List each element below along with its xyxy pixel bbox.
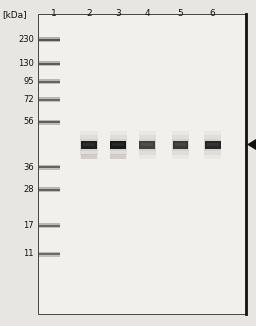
Text: 95: 95 — [24, 77, 34, 86]
Bar — [38, 14, 246, 314]
Bar — [39, 40, 60, 42]
Bar — [80, 130, 98, 158]
Text: 2: 2 — [86, 9, 92, 18]
Bar — [80, 139, 98, 151]
Bar — [204, 139, 221, 151]
Bar — [204, 130, 221, 158]
Bar — [39, 64, 60, 66]
Polygon shape — [247, 137, 256, 153]
Bar — [39, 190, 60, 192]
Bar — [81, 141, 97, 149]
Bar — [39, 79, 60, 81]
Bar — [110, 130, 127, 158]
Bar — [39, 226, 60, 228]
Text: 6: 6 — [210, 9, 216, 18]
Text: 17: 17 — [23, 221, 34, 230]
Bar — [39, 223, 60, 225]
Bar — [110, 135, 127, 155]
Bar — [39, 63, 60, 65]
Bar — [39, 123, 60, 125]
Text: 36: 36 — [23, 162, 34, 171]
Bar — [39, 97, 60, 99]
Bar — [39, 188, 60, 190]
Bar — [39, 251, 60, 254]
Bar — [39, 121, 60, 123]
Bar — [175, 143, 186, 146]
Text: 11: 11 — [24, 249, 34, 259]
Text: 1: 1 — [51, 9, 57, 18]
Bar — [39, 168, 60, 170]
Bar — [204, 135, 221, 155]
Bar — [39, 38, 60, 40]
Bar — [39, 82, 60, 84]
Bar — [39, 166, 60, 168]
Bar — [173, 141, 188, 149]
Text: 3: 3 — [115, 9, 121, 18]
Bar — [172, 139, 189, 151]
Bar — [138, 130, 156, 158]
Bar — [83, 143, 95, 146]
Bar — [172, 130, 189, 158]
Bar — [39, 120, 60, 122]
Bar — [110, 141, 126, 149]
Bar — [39, 255, 60, 257]
Bar — [110, 154, 126, 159]
Bar — [39, 100, 60, 102]
Text: 4: 4 — [144, 9, 150, 18]
Bar — [81, 154, 97, 159]
Bar — [205, 141, 220, 149]
Bar — [39, 98, 60, 100]
Text: 5: 5 — [178, 9, 183, 18]
Bar — [140, 141, 155, 149]
Text: 72: 72 — [23, 95, 34, 104]
Text: 56: 56 — [23, 117, 34, 126]
Bar — [138, 139, 156, 151]
Bar — [80, 135, 98, 155]
Bar — [141, 143, 153, 146]
Bar — [39, 81, 60, 82]
Bar — [39, 253, 60, 255]
Bar — [138, 135, 156, 155]
Bar — [39, 187, 60, 189]
Bar — [207, 143, 219, 146]
Bar — [39, 165, 60, 167]
Text: 28: 28 — [23, 185, 34, 194]
Bar — [39, 37, 60, 39]
Bar — [39, 61, 60, 63]
Bar — [112, 143, 124, 146]
Bar — [39, 225, 60, 227]
Bar — [172, 135, 189, 155]
Text: [kDa]: [kDa] — [2, 10, 27, 19]
Text: 230: 230 — [18, 35, 34, 44]
Bar — [110, 139, 127, 151]
Text: 130: 130 — [18, 59, 34, 68]
